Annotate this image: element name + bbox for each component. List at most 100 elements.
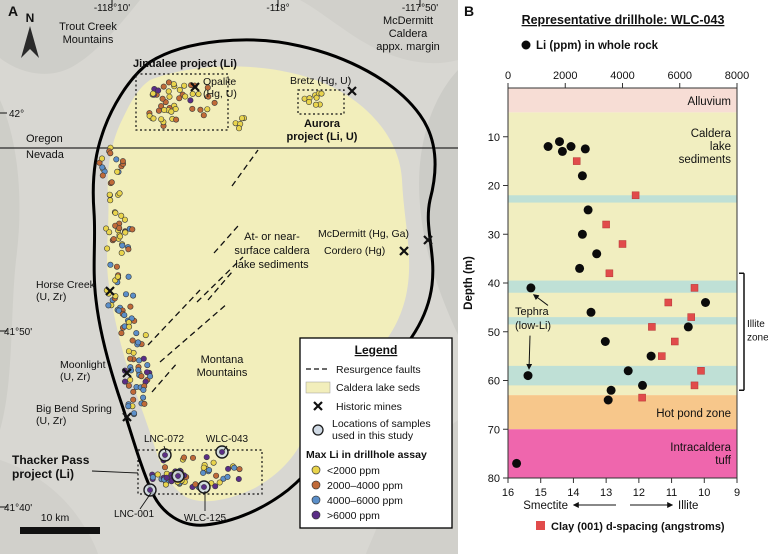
- depth-axis-tick-label: 30: [488, 229, 500, 241]
- scale-bar-label: 10 km: [41, 512, 70, 524]
- zone-label: lake: [710, 141, 731, 153]
- sample-dot: [129, 337, 136, 344]
- li-legend-label: Li (ppm) in whole rock: [536, 40, 659, 52]
- graticule-ticks: [0, 0, 421, 508]
- bottom-axis-tick-label: 10: [698, 487, 710, 499]
- zone-label: Caldera: [691, 128, 732, 140]
- sample-dot: [159, 95, 166, 102]
- sample-dot: [195, 91, 202, 98]
- sample-dot: [172, 106, 179, 113]
- thacker-pass-project-area: [137, 449, 263, 495]
- zone-label: Intracaldera: [670, 442, 731, 454]
- moonlight-mine-label: Moonlight: [60, 359, 106, 371]
- caldera-margin-label: McDermitt: [383, 15, 433, 27]
- sample-dot: [121, 216, 128, 223]
- sample-dot: [125, 273, 132, 280]
- sample-dot: [176, 86, 183, 93]
- tephra-band: [508, 317, 737, 325]
- depth-axis-tick-label: 70: [488, 424, 500, 436]
- sample-dot: [130, 396, 137, 403]
- bottom-axis-tick-label: 14: [567, 487, 579, 499]
- sample-dot: [107, 197, 114, 204]
- li-point: [575, 263, 585, 273]
- leader-lines: [91, 445, 228, 511]
- sample-dot: [121, 312, 128, 319]
- top-axis-tick-label: 0: [505, 70, 511, 82]
- aurora-project-area: [297, 89, 345, 115]
- sample-dots-layer: [96, 79, 325, 497]
- sample-dot: [106, 191, 113, 198]
- sample-dot: [118, 212, 125, 219]
- historic-mine-marker-mcdermitt: [423, 235, 433, 245]
- jindalee-project-label: Jindalee project (Li): [133, 58, 237, 70]
- sample-dot: [108, 179, 115, 186]
- legend-study-label: Locations of samples: [332, 418, 431, 430]
- sample-dot: [181, 454, 188, 461]
- clay-point: [572, 157, 581, 165]
- sample-dot: [116, 190, 123, 197]
- li-point: [577, 229, 587, 239]
- top-axis-tick-label: 4000: [610, 70, 634, 82]
- horse-creek-label: Horse Creek: [36, 279, 96, 291]
- panel-b-letter: B: [464, 3, 474, 19]
- sample-dot: [182, 93, 189, 100]
- sample-dot: [125, 246, 132, 253]
- map-panel: A -118°10' -118° -117°50' 42° 41°50' 41°…: [0, 0, 458, 554]
- clay-point: [631, 191, 640, 200]
- clay-point: [690, 284, 699, 292]
- study-sample-dot: [219, 449, 225, 455]
- bottom-axis-tick-label: 13: [600, 487, 612, 499]
- sample-dot: [216, 479, 223, 486]
- sample-dot: [203, 454, 210, 461]
- sample-dot: [160, 83, 167, 90]
- bottom-axis-tick-label: 12: [633, 487, 645, 499]
- legend-box: [299, 337, 453, 529]
- lon-tick-label: -118°10': [94, 3, 130, 14]
- illite-zone-label-2: zone: [747, 333, 768, 344]
- li-point: [646, 351, 656, 361]
- lat-tick-label: 42°: [9, 109, 24, 120]
- sample-dot: [99, 155, 106, 162]
- zone-band: [508, 112, 737, 396]
- sample-dot: [204, 84, 211, 91]
- clay-point: [664, 298, 673, 307]
- caldera-margin-label-2: Caldera: [389, 28, 428, 40]
- caldera-margin-label-3: appx. margin: [376, 41, 440, 53]
- sample-dot: [135, 366, 142, 373]
- historic-mine-marker-horse-creek: [105, 286, 115, 296]
- sample-dot: [125, 403, 132, 410]
- sample-dot: [141, 400, 148, 407]
- sample-dot: [236, 125, 243, 132]
- trout-creek-label-2: Mountains: [63, 34, 114, 46]
- li-point: [580, 144, 590, 154]
- zone-label: Alluvium: [688, 96, 731, 108]
- clay-point: [690, 381, 699, 390]
- clay-point: [687, 313, 695, 321]
- chart-title: Representative drillhole: WLC-043: [522, 13, 725, 27]
- sample-dot: [114, 168, 121, 175]
- sample-dot: [150, 90, 157, 97]
- bottom-axis-tick-label: 16: [502, 487, 514, 499]
- sample-dot: [127, 376, 134, 383]
- li-point: [543, 142, 553, 151]
- clay-legend-label: Clay (001) d-spacing (angstroms): [551, 521, 725, 533]
- li-point: [683, 322, 693, 332]
- lon-tick-label: -118°: [266, 3, 289, 14]
- lake-sediments-label-3: lake sediments: [235, 259, 309, 271]
- depth-axis-tick-label: 40: [488, 278, 500, 290]
- thacker-pass-label-2: project (Li): [12, 467, 74, 481]
- cordero-mine-label: Cordero (Hg): [324, 245, 385, 257]
- sample-dot: [318, 90, 325, 97]
- clay-point: [648, 323, 656, 331]
- horse-creek-label-2: (U, Zr): [36, 291, 66, 303]
- sample-dot: [140, 386, 147, 393]
- sample-dot: [106, 229, 113, 236]
- sample-dot: [165, 79, 172, 86]
- sample-dot: [114, 273, 121, 280]
- sample-dot: [231, 464, 238, 471]
- sample-dot: [211, 99, 218, 106]
- li-point: [600, 337, 610, 346]
- zone-band: [508, 429, 737, 478]
- sample-dot: [127, 355, 134, 362]
- sample-dot: [189, 90, 196, 97]
